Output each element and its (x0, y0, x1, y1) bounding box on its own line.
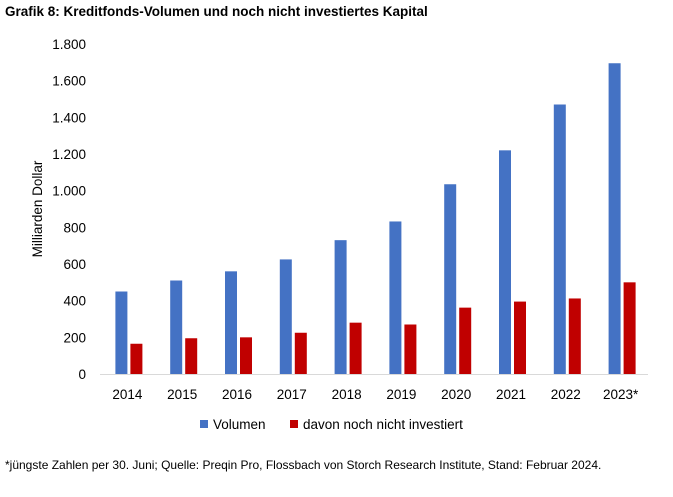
bar-nicht-investiert-2014 (130, 343, 143, 374)
x-tick-label: 2014 (112, 387, 143, 402)
y-tick-label: 400 (63, 294, 86, 309)
y-tick-label: 200 (63, 330, 86, 345)
bar-volumen-2020 (444, 184, 457, 374)
bar-volumen-2016 (225, 271, 237, 374)
bars (115, 63, 636, 374)
legend-label: Volumen (213, 417, 266, 432)
y-axis-label: Milliarden Dollar (30, 160, 45, 257)
legend: Volumen davon noch nicht investiert (200, 417, 463, 432)
bar-nicht-investiert-2017 (294, 332, 307, 374)
bar-nicht-investiert-2019 (404, 324, 417, 374)
y-tick-label: 0 (78, 367, 86, 382)
y-tick-label: 1.400 (52, 110, 86, 125)
legend-label: davon noch nicht investiert (303, 417, 463, 432)
x-tick-label: 2017 (277, 387, 307, 402)
bar-nicht-investiert-2018 (349, 322, 362, 374)
bar-nicht-investiert-2023 (623, 282, 636, 374)
x-tick-label: 2019 (386, 387, 416, 402)
x-tick-label: 2023* (603, 387, 639, 402)
chart-title: Grafik 8: Kreditfonds-Volumen und noch n… (5, 4, 428, 19)
x-tick-label: 2020 (441, 387, 471, 402)
legend-swatch (290, 420, 298, 428)
bar-volumen-2023 (608, 63, 621, 374)
bar-nicht-investiert-2015 (185, 338, 198, 374)
y-tick-label: 1.600 (52, 74, 86, 89)
bar-volumen-2022 (553, 104, 566, 374)
y-tick-label: 1.000 (52, 184, 86, 199)
bar-volumen-2017 (279, 259, 292, 374)
bar-volumen-2015 (170, 280, 183, 374)
bar-volumen-2018 (334, 240, 347, 374)
bar-volumen-2021 (499, 150, 511, 374)
bar-volumen-2019 (389, 221, 402, 374)
bar-nicht-investiert-2020 (459, 307, 472, 374)
footnote: *jüngste Zahlen per 30. Juni; Quelle: Pr… (5, 458, 602, 472)
x-tick-label: 2022 (551, 387, 581, 402)
x-axis: 2014 2015 2016 2017 2018 2019 2020 2021 2022 2023… (100, 374, 648, 402)
bar-volumen-2014 (115, 291, 128, 374)
y-tick-label: 800 (63, 220, 86, 235)
x-tick-label: 2015 (167, 387, 197, 402)
bar-nicht-investiert-2016 (240, 337, 252, 374)
y-tick-label: 1.800 (52, 37, 86, 52)
legend-swatch (200, 420, 208, 428)
y-tick-label: 600 (63, 257, 86, 272)
x-tick-label: 2021 (496, 387, 526, 402)
y-tick-label: 1.200 (52, 147, 86, 162)
x-tick-label: 2016 (222, 387, 252, 402)
bar-nicht-investiert-2021 (514, 301, 526, 374)
x-tick-label: 2018 (332, 387, 362, 402)
bar-nicht-investiert-2022 (568, 298, 581, 374)
y-axis: 0 200 400 600 800 1.000 1.200 1.400 1.600 1.800 Mi… (30, 37, 86, 382)
